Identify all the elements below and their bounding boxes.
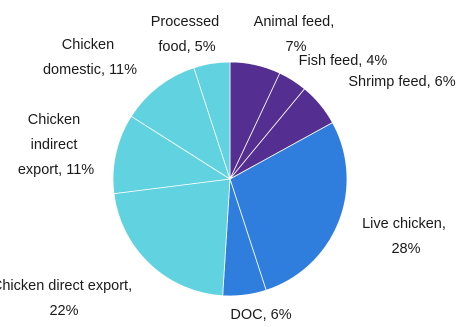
label-fish-feed: Fish feed, 4% xyxy=(299,53,388,69)
slice-processed-food xyxy=(193,61,231,180)
label-chicken-domestic: Chicken domestic, 11% xyxy=(43,37,137,78)
label-shrimp-feed: Shrimp feed, 6% xyxy=(348,74,455,90)
label-processed-food: Processed food, 5% xyxy=(151,14,224,55)
label-chicken-direct-export: Chicken direct export, 22% xyxy=(0,278,136,319)
pie-labels: Animal feed, 7% Fish feed, 4% Shrimp fee… xyxy=(0,14,456,323)
pie-slices xyxy=(112,61,348,297)
slice-chicken-domestic xyxy=(130,67,231,180)
slice-chicken-indirect-export xyxy=(112,115,232,195)
label-animal-feed: Animal feed, 7% xyxy=(254,14,339,55)
label-doc: DOC, 6% xyxy=(230,307,291,323)
label-live-chicken: Live chicken, 28% xyxy=(362,216,450,257)
slice-chicken-direct-export xyxy=(113,178,231,297)
slice-live-chicken xyxy=(229,122,348,291)
label-chicken-indirect-export: Chicken indirect export, 11% xyxy=(18,112,94,178)
